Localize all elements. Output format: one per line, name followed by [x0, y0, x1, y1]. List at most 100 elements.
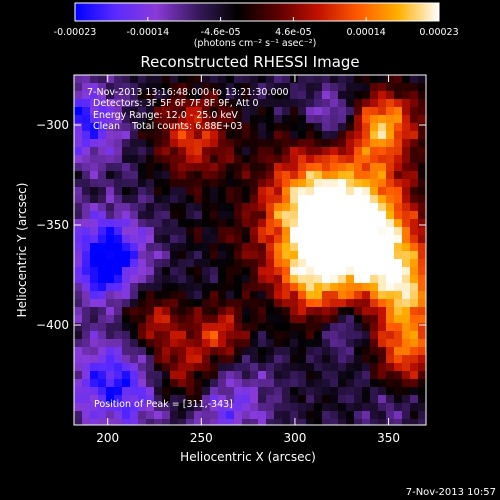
heatmap-cell — [354, 155, 363, 164]
heatmap-cell — [322, 387, 331, 396]
heatmap-cell — [282, 315, 291, 324]
heatmap-cell — [346, 179, 355, 188]
heatmap-cell — [98, 99, 107, 108]
heatmap-cell — [218, 243, 227, 252]
heatmap-cell — [138, 379, 147, 388]
heatmap-cell — [186, 203, 195, 212]
heatmap-cell — [146, 195, 155, 204]
heatmap-cell — [194, 291, 203, 300]
heatmap-cell — [98, 75, 107, 84]
heatmap-cell — [82, 139, 91, 148]
heatmap-cell — [354, 171, 363, 180]
heatmap-cell — [250, 307, 259, 316]
heatmap-cell — [298, 235, 307, 244]
heatmap-cell — [162, 299, 171, 308]
heatmap-cell — [226, 395, 235, 404]
heatmap-cell — [154, 155, 163, 164]
heatmap-cell — [290, 403, 299, 412]
heatmap-cell — [194, 147, 203, 156]
heatmap-cell — [386, 403, 395, 412]
heatmap-cell — [146, 419, 155, 425]
heatmap-cell — [386, 347, 395, 356]
heatmap-cell — [338, 419, 347, 425]
heatmap-cell — [226, 131, 235, 140]
heatmap-cell — [74, 99, 83, 108]
heatmap-cell — [354, 187, 363, 196]
heatmap-cell — [90, 315, 99, 324]
heatmap-cell — [154, 315, 163, 324]
heatmap-cell — [154, 283, 163, 292]
heatmap-cell — [402, 259, 411, 268]
heatmap-cell — [170, 123, 179, 132]
heatmap-cell — [242, 139, 251, 148]
heatmap-cell — [274, 299, 283, 308]
heatmap-cell — [418, 243, 426, 252]
heatmap-cell — [330, 195, 339, 204]
heatmap-cell — [74, 251, 83, 260]
heatmap-cell — [394, 323, 403, 332]
heatmap-cell — [82, 227, 91, 236]
heatmap-cell — [322, 363, 331, 372]
heatmap-cell — [338, 315, 347, 324]
heatmap-cell — [218, 147, 227, 156]
heatmap-cell — [226, 331, 235, 340]
heatmap-cell — [322, 395, 331, 404]
heatmap-cell — [242, 275, 251, 284]
heatmap-cell — [210, 107, 219, 116]
heatmap-cell — [418, 323, 426, 332]
heatmap-cell — [226, 323, 235, 332]
heatmap-cell — [98, 219, 107, 228]
heatmap-cell — [370, 115, 379, 124]
heatmap-cell — [282, 219, 291, 228]
heatmap-cell — [258, 227, 267, 236]
heatmap-cell — [338, 411, 347, 420]
heatmap-cell — [418, 147, 426, 156]
heatmap-cell — [322, 267, 331, 276]
heatmap-cell — [194, 107, 203, 116]
heatmap-cell — [138, 179, 147, 188]
heatmap-cell — [210, 275, 219, 284]
heatmap-cell — [282, 371, 291, 380]
heatmap-cell — [290, 315, 299, 324]
heatmap-cell — [338, 371, 347, 380]
heatmap-cell — [138, 99, 147, 108]
heatmap-cell — [330, 403, 339, 412]
heatmap-cell — [138, 363, 147, 372]
heatmap-cell — [282, 291, 291, 300]
heatmap-cell — [314, 187, 323, 196]
heatmap-cell — [186, 419, 195, 425]
heatmap-cell — [306, 347, 315, 356]
heatmap-cell — [98, 251, 107, 260]
heatmap-cell — [218, 195, 227, 204]
heatmap-cell — [330, 363, 339, 372]
heatmap-cell — [210, 355, 219, 364]
heatmap-cell — [306, 371, 315, 380]
heatmap-cell — [410, 131, 419, 140]
heatmap-cell — [74, 315, 83, 324]
heatmap-cell — [298, 163, 307, 172]
heatmap-cell — [306, 171, 315, 180]
heatmap-cell — [266, 91, 275, 100]
heatmap-cell — [298, 307, 307, 316]
heatmap-cell — [170, 163, 179, 172]
heatmap-cell — [146, 211, 155, 220]
heatmap-cell — [122, 283, 131, 292]
heatmap-cell — [362, 339, 371, 348]
heatmap-cell — [178, 171, 187, 180]
heatmap-cell — [362, 291, 371, 300]
heatmap-cell — [218, 75, 227, 84]
heatmap-cell — [186, 91, 195, 100]
heatmap-cell — [186, 275, 195, 284]
heatmap-cell — [114, 299, 123, 308]
heatmap-cell — [194, 163, 203, 172]
heatmap-cell — [346, 163, 355, 172]
heatmap-cell — [186, 171, 195, 180]
heatmap-cell — [330, 227, 339, 236]
heatmap-cell — [178, 395, 187, 404]
heatmap-cell — [234, 339, 243, 348]
heatmap-cell — [346, 131, 355, 140]
heatmap-cell — [402, 115, 411, 124]
heatmap-cell — [170, 331, 179, 340]
heatmap-cell — [290, 115, 299, 124]
heatmap-cell — [354, 411, 363, 420]
